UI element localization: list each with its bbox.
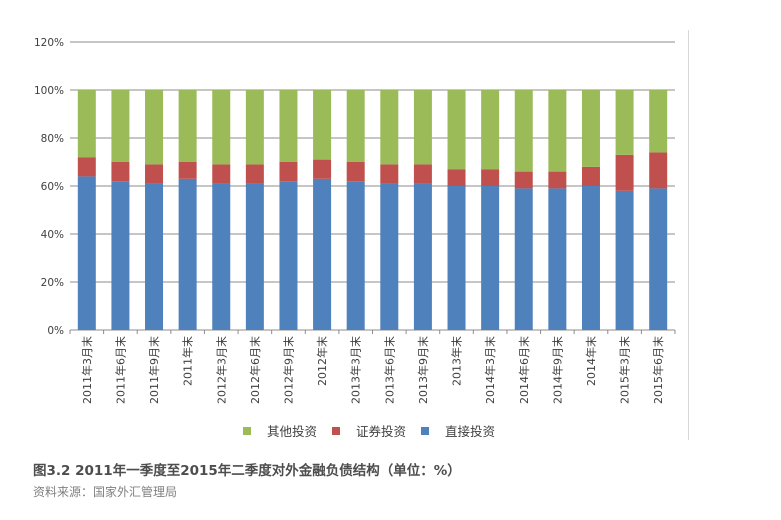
- x-tick-label: 2014年3月末: [483, 336, 497, 404]
- bar-segment: [380, 90, 399, 165]
- bar-segment: [649, 152, 668, 189]
- bar-segment: [111, 181, 130, 330]
- bar-segment: [346, 90, 365, 162]
- legend-label: 其他投资: [267, 424, 317, 439]
- bar-segment: [77, 157, 96, 177]
- bar-segment: [481, 186, 500, 330]
- bar-segment: [178, 178, 197, 330]
- bar-segment: [279, 181, 298, 330]
- bar-segment: [212, 164, 231, 184]
- bar-segment: [615, 90, 634, 155]
- y-tick-label: 20%: [41, 277, 64, 289]
- stacked-bar-chart: 0% 20% 40% 60% 80% 100% 120% 2011年3月末 2011年6月末 20…: [34, 37, 676, 439]
- x-tick-label: 2015年6月末: [651, 336, 665, 404]
- bar-segment: [346, 162, 365, 182]
- figure-caption: 图3.2 2011年一季度至2015年二季度对外金融负债结构（单位：%）: [33, 463, 461, 479]
- legend-label: 直接投资: [445, 424, 495, 439]
- legend-swatch: [332, 427, 340, 435]
- bar-segment: [313, 178, 332, 330]
- x-tick-label: 2013年末: [450, 336, 464, 386]
- x-tick-label: 2011年6月末: [113, 336, 127, 404]
- x-tick-label: 2011年3月末: [80, 336, 94, 404]
- bar-segment: [581, 90, 600, 167]
- x-tick-label: 2014年末: [584, 336, 598, 386]
- bar-segment: [279, 162, 298, 182]
- x-tick-label: 2011年末: [181, 336, 195, 386]
- x-tick-label: 2012年9月末: [281, 336, 295, 404]
- bar-segment: [413, 90, 432, 165]
- y-tick-label: 40%: [41, 229, 64, 241]
- bar-segment: [514, 188, 533, 330]
- y-tick-label: 100%: [34, 85, 64, 97]
- bar-segment: [615, 190, 634, 330]
- bar-segment: [447, 90, 466, 170]
- bar-segment: [581, 166, 600, 186]
- bar-segment: [145, 183, 164, 330]
- figure-source: 资料来源：国家外汇管理局: [33, 485, 178, 499]
- bar-segment: [514, 90, 533, 172]
- bar-segment: [245, 183, 264, 330]
- bar-segment: [413, 183, 432, 330]
- x-tick-label: 2013年9月末: [416, 336, 430, 404]
- bar-segment: [178, 162, 197, 179]
- bar-segment: [380, 183, 399, 330]
- bar-segment: [548, 90, 567, 172]
- x-tick-label: 2014年9月末: [550, 336, 564, 404]
- bar-segment: [111, 162, 130, 182]
- chart-area: 0% 20% 40% 60% 80% 100% 120% 2011年3月末 2011年6月末 20…: [34, 30, 689, 440]
- bar-segment: [111, 90, 130, 162]
- chart-right-border: [688, 30, 689, 440]
- bar-segment: [481, 169, 500, 186]
- y-tick-label: 0%: [47, 325, 64, 337]
- bar-segment: [245, 90, 264, 165]
- bar-segment: [413, 164, 432, 184]
- bar-segment: [313, 159, 332, 179]
- x-tick-label: 2014年6月末: [517, 336, 531, 404]
- bar-segment: [346, 181, 365, 330]
- bar-segment: [649, 90, 668, 153]
- bar-segment: [514, 171, 533, 189]
- bar-segment: [212, 90, 231, 165]
- bar-segment: [245, 164, 264, 184]
- x-tick-label: 2012年末: [315, 336, 329, 386]
- bar-segment: [615, 154, 634, 191]
- bar-segment: [548, 171, 567, 189]
- x-tick-label: 2011年9月末: [147, 336, 161, 404]
- bar-segment: [145, 164, 164, 184]
- legend-swatch: [243, 427, 251, 435]
- x-tick-label: 2013年3月末: [349, 336, 363, 404]
- bar-segment: [178, 90, 197, 162]
- bar-segment: [481, 90, 500, 170]
- legend-label: 证券投资: [356, 424, 406, 439]
- x-tick-label: 2013年6月末: [382, 336, 396, 404]
- bar-segment: [380, 164, 399, 184]
- bar-segment: [581, 186, 600, 330]
- y-tick-label: 120%: [34, 37, 64, 49]
- legend-swatch: [421, 427, 429, 435]
- bar-segment: [77, 176, 96, 330]
- y-tick-label: 80%: [41, 133, 64, 145]
- bar-segment: [548, 188, 567, 330]
- bar-segment: [145, 90, 164, 165]
- bar-segment: [279, 90, 298, 162]
- y-tick-label: 60%: [41, 181, 64, 193]
- bar-segment: [212, 183, 231, 330]
- x-tick-label: 2012年6月末: [248, 336, 262, 404]
- bar-segment: [77, 90, 96, 158]
- bar-segment: [447, 169, 466, 186]
- x-tick-label: 2015年3月末: [618, 336, 632, 404]
- bar-segment: [447, 186, 466, 330]
- bar-segment: [313, 90, 332, 160]
- x-tick-label: 2012年3月末: [214, 336, 228, 404]
- bar-segment: [649, 188, 668, 330]
